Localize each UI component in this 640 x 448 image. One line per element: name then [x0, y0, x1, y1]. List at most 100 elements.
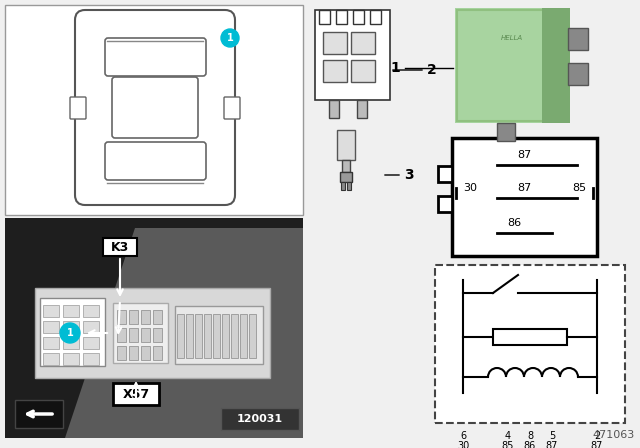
- Bar: [43, 305, 59, 317]
- Bar: [457, 10, 568, 121]
- Bar: [129, 346, 138, 360]
- FancyBboxPatch shape: [75, 10, 235, 205]
- Bar: [117, 328, 126, 342]
- Bar: [5, 218, 303, 438]
- Text: 1: 1: [227, 33, 234, 43]
- FancyBboxPatch shape: [105, 38, 206, 76]
- Bar: [568, 63, 588, 85]
- Text: 85: 85: [502, 441, 514, 448]
- Bar: [370, 10, 381, 24]
- Bar: [249, 314, 256, 358]
- Bar: [222, 314, 229, 358]
- Bar: [141, 346, 150, 360]
- Text: HELLA: HELLA: [501, 35, 523, 41]
- Text: 86: 86: [524, 441, 536, 448]
- Bar: [231, 314, 238, 358]
- Bar: [353, 10, 364, 24]
- Bar: [568, 28, 588, 50]
- Bar: [497, 123, 515, 141]
- Bar: [63, 305, 79, 317]
- FancyBboxPatch shape: [224, 97, 240, 119]
- Text: 471063: 471063: [593, 430, 635, 440]
- Bar: [43, 321, 59, 333]
- Text: 30: 30: [463, 183, 477, 193]
- Bar: [204, 314, 211, 358]
- Circle shape: [60, 323, 80, 343]
- Bar: [83, 321, 99, 333]
- Text: K3: K3: [111, 241, 129, 254]
- Bar: [542, 8, 570, 123]
- Bar: [213, 314, 220, 358]
- Text: 86: 86: [507, 218, 521, 228]
- Bar: [342, 160, 350, 172]
- Bar: [336, 10, 347, 24]
- FancyBboxPatch shape: [70, 97, 86, 119]
- Bar: [186, 314, 193, 358]
- Text: 8: 8: [527, 431, 533, 441]
- Bar: [153, 310, 162, 324]
- Bar: [347, 182, 351, 190]
- Text: 2: 2: [594, 431, 600, 441]
- Bar: [341, 182, 345, 190]
- Circle shape: [221, 29, 239, 47]
- Bar: [337, 130, 355, 160]
- Bar: [103, 238, 137, 256]
- Bar: [323, 32, 347, 54]
- Text: 85: 85: [572, 183, 586, 193]
- Bar: [153, 328, 162, 342]
- Text: 120031: 120031: [237, 414, 283, 424]
- Bar: [117, 310, 126, 324]
- Text: 6: 6: [460, 431, 466, 441]
- Bar: [351, 32, 375, 54]
- Text: 87: 87: [546, 441, 558, 448]
- Bar: [5, 5, 303, 215]
- Bar: [83, 337, 99, 349]
- Bar: [117, 346, 126, 360]
- Bar: [113, 303, 168, 363]
- Bar: [175, 306, 263, 364]
- Bar: [40, 298, 105, 366]
- Bar: [340, 172, 352, 182]
- Bar: [129, 328, 138, 342]
- Text: 1: 1: [67, 328, 74, 338]
- Bar: [141, 310, 150, 324]
- Text: 4: 4: [505, 431, 511, 441]
- Bar: [63, 337, 79, 349]
- Bar: [240, 314, 247, 358]
- Bar: [129, 310, 138, 324]
- Bar: [195, 314, 202, 358]
- Text: 30: 30: [457, 441, 469, 448]
- Bar: [435, 265, 625, 423]
- Text: 87: 87: [517, 150, 531, 160]
- Text: 87: 87: [517, 183, 531, 193]
- Bar: [177, 314, 184, 358]
- Bar: [43, 353, 59, 365]
- Bar: [141, 328, 150, 342]
- Bar: [43, 337, 59, 349]
- Bar: [438, 166, 452, 182]
- Text: 3: 3: [404, 168, 413, 182]
- Bar: [15, 400, 63, 428]
- Bar: [351, 60, 375, 82]
- Text: 2: 2: [427, 63, 436, 77]
- FancyBboxPatch shape: [105, 142, 206, 180]
- Bar: [83, 353, 99, 365]
- Bar: [329, 100, 339, 118]
- Bar: [452, 138, 597, 256]
- Bar: [315, 10, 390, 100]
- Bar: [153, 346, 162, 360]
- Bar: [319, 10, 330, 24]
- Bar: [83, 305, 99, 317]
- Bar: [493, 329, 567, 345]
- Bar: [357, 100, 367, 118]
- Text: X57: X57: [122, 388, 150, 401]
- FancyBboxPatch shape: [112, 77, 198, 138]
- Bar: [35, 288, 270, 378]
- Bar: [455, 8, 570, 123]
- Bar: [63, 321, 79, 333]
- Bar: [113, 383, 159, 405]
- Text: 1: 1: [390, 61, 400, 75]
- Text: 5: 5: [549, 431, 555, 441]
- Text: 87: 87: [591, 441, 603, 448]
- Bar: [221, 408, 299, 430]
